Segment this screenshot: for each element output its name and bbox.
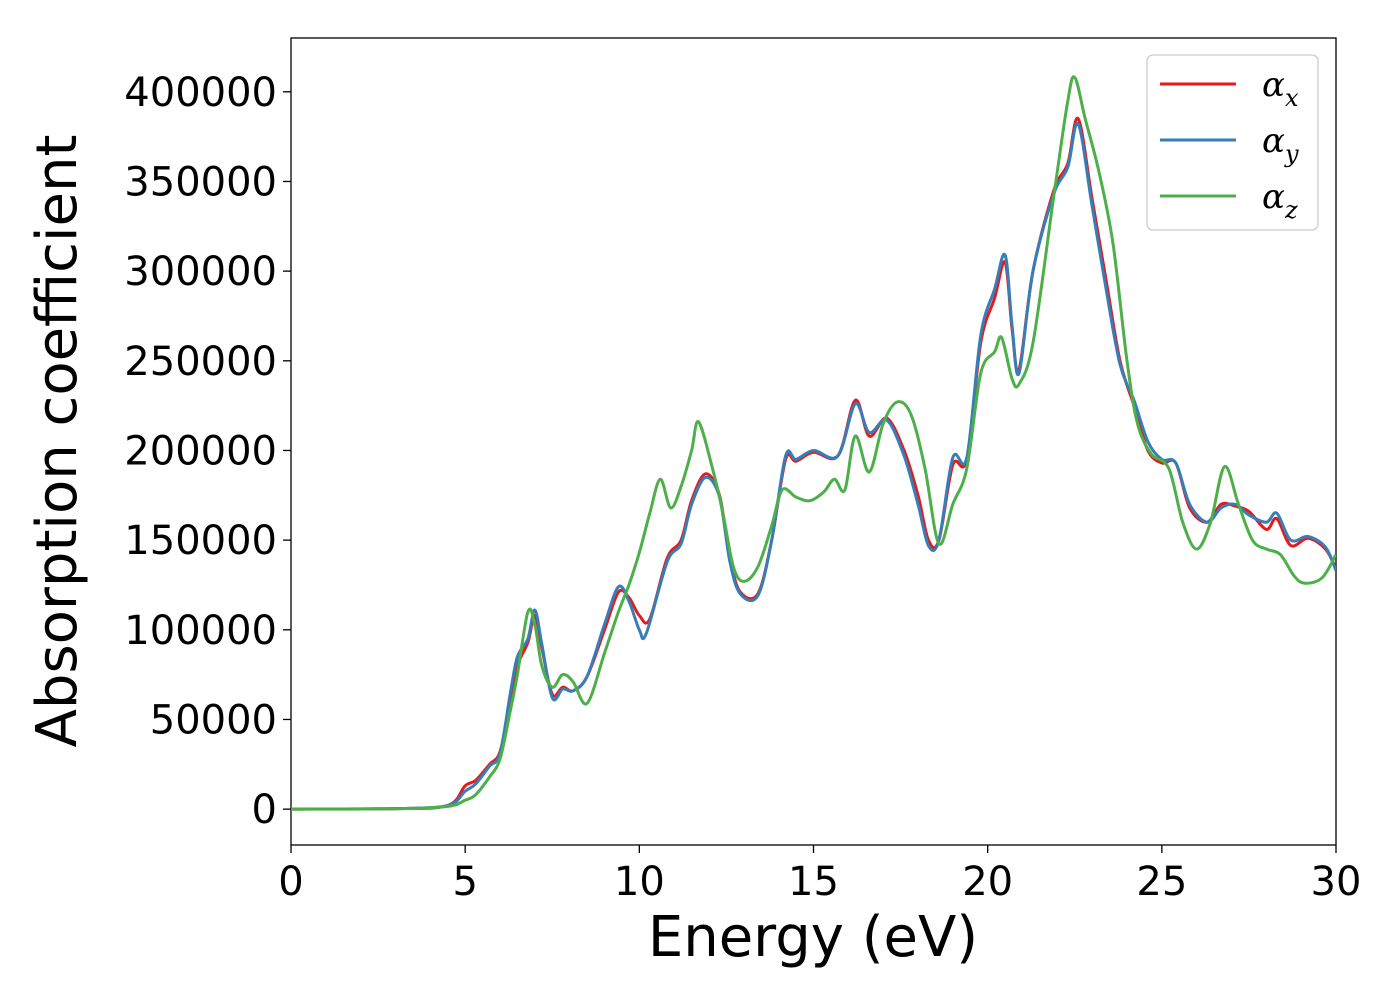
y-tick-label: 350000 (124, 159, 277, 205)
y-tick-label: 50000 (150, 697, 277, 743)
y-tick-label: 300000 (124, 249, 277, 295)
y-tick-label: 100000 (124, 608, 277, 654)
x-axis: 0 5 10 15 20 25 30 (278, 845, 1361, 905)
legend-box (1146, 54, 1319, 231)
x-tick-label: 5 (452, 859, 477, 905)
y-tick-label: 200000 (124, 428, 277, 474)
series-layer (291, 75, 1336, 811)
legend-label-y: αy (1262, 121, 1299, 168)
x-tick-label: 10 (614, 859, 665, 905)
y-tick-label: 0 (252, 787, 277, 833)
legend-label-z: αz (1262, 177, 1298, 224)
y-tick-label: 150000 (124, 518, 277, 564)
legend: αx αy αz (1146, 54, 1319, 231)
y-axis-title: Absorption coefficient (25, 135, 90, 748)
x-tick-label: 0 (278, 859, 303, 905)
legend-label-x: αx (1262, 65, 1299, 112)
y-axis: 0 50000 100000 150000 200000 250000 300000 3500… (124, 70, 291, 833)
y-tick-label: 250000 (124, 339, 277, 385)
y-tick-label: 400000 (124, 70, 277, 116)
x-axis-title: Energy (eV) (648, 905, 978, 970)
x-tick-label: 20 (962, 859, 1013, 905)
series-line-z (291, 75, 1336, 811)
x-tick-label: 15 (788, 859, 839, 905)
x-tick-label: 25 (1136, 859, 1187, 905)
x-tick-label: 30 (1311, 859, 1362, 905)
